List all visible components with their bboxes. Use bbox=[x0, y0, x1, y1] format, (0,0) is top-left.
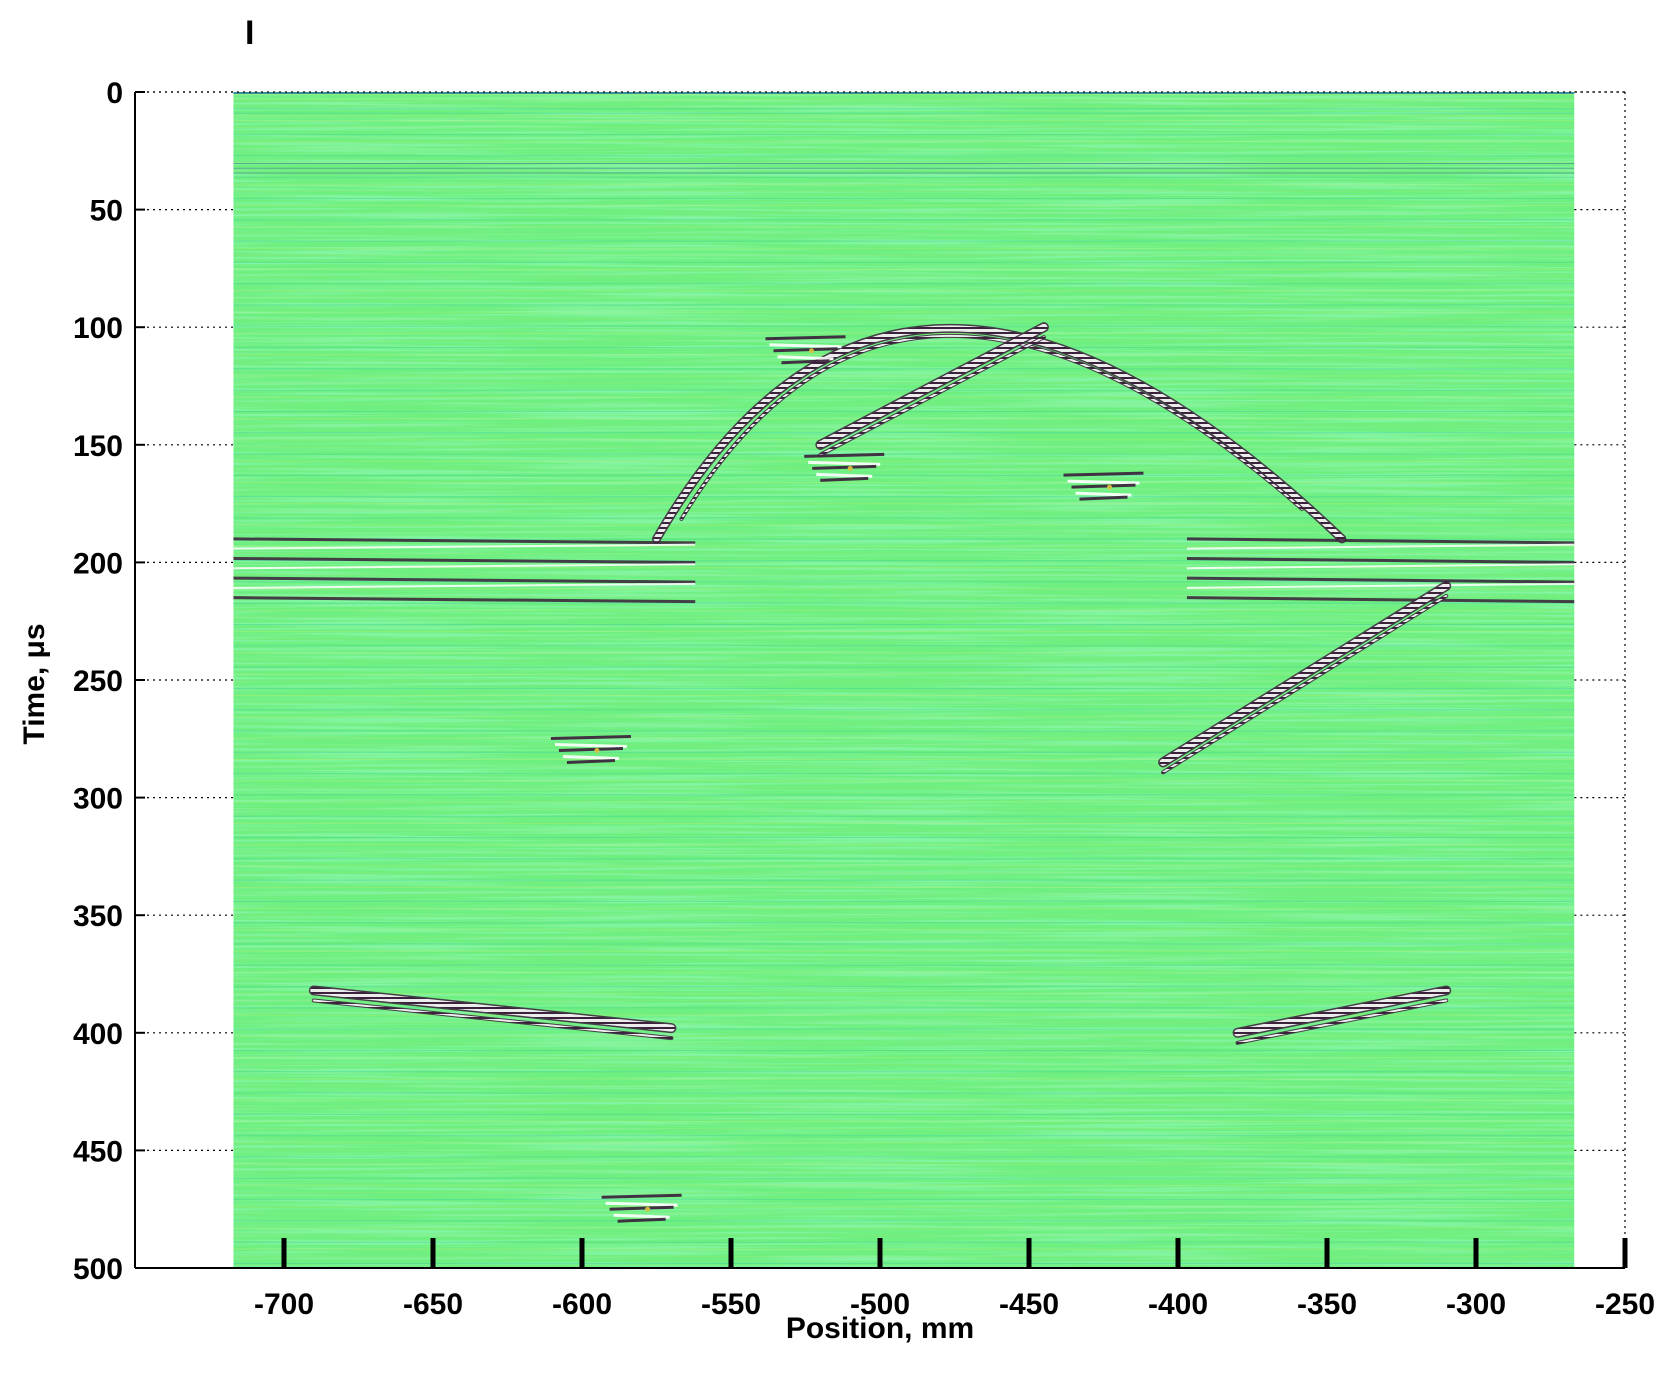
y-tick-label: 500 bbox=[73, 1253, 123, 1286]
flat-reflector-band bbox=[1186, 537, 1575, 604]
image-noise bbox=[233, 92, 1575, 1268]
scatter-cluster bbox=[601, 1193, 682, 1223]
y-tick-label: 450 bbox=[73, 1135, 123, 1168]
hyperbola-reflection-inner bbox=[679, 333, 1304, 521]
x-tick-label: -600 bbox=[552, 1288, 612, 1321]
dipping-reflector-echo bbox=[818, 335, 1046, 457]
scatter-cluster bbox=[550, 735, 631, 765]
dipping-reflector bbox=[1232, 985, 1452, 1038]
dipping-reflector-echo bbox=[1235, 998, 1449, 1045]
x-tick-label: -500 bbox=[850, 1288, 910, 1321]
x-tick-label: -350 bbox=[1297, 1288, 1357, 1321]
dipping-reflector-echo bbox=[311, 998, 674, 1041]
x-tick-label: -250 bbox=[1595, 1288, 1654, 1321]
x-tick-label: -450 bbox=[999, 1288, 1059, 1321]
hyperbola-reflection bbox=[652, 324, 1347, 544]
panel-label: I bbox=[245, 14, 254, 52]
x-tick-label: -300 bbox=[1446, 1288, 1506, 1321]
y-tick-label: 0 bbox=[106, 77, 123, 110]
scatter-cluster bbox=[1063, 471, 1144, 501]
x-tick-label: -550 bbox=[701, 1288, 761, 1321]
scatter-cluster bbox=[765, 335, 846, 365]
x-tick-label: -400 bbox=[1148, 1288, 1208, 1321]
flat-reflector-band bbox=[233, 537, 696, 604]
y-tick-label: 50 bbox=[90, 195, 123, 228]
dipping-reflector bbox=[1158, 580, 1452, 768]
dipping-reflector bbox=[815, 322, 1049, 450]
dipping-reflector-echo bbox=[1161, 593, 1449, 775]
y-tick-label: 350 bbox=[73, 900, 123, 933]
background-streaks bbox=[233, 92, 1575, 1264]
scatter-cluster bbox=[804, 452, 885, 482]
y-tick-label: 100 bbox=[73, 312, 123, 345]
y-tick-label: 400 bbox=[73, 1018, 123, 1051]
wavefield-image bbox=[233, 92, 1575, 1268]
x-tick-label: -650 bbox=[403, 1288, 463, 1321]
y-tick-label: 200 bbox=[73, 547, 123, 580]
y-tick-label: 250 bbox=[73, 665, 123, 698]
axes: 0 50 100 150 200 250 300 350 400 450 500 -700 -650 -6… bbox=[73, 77, 1654, 1321]
y-axis-title: Time, μs bbox=[18, 623, 51, 744]
x-axis-title: Position, mm bbox=[786, 1312, 974, 1345]
dipping-reflector bbox=[308, 985, 677, 1034]
y-tick-label: 300 bbox=[73, 783, 123, 816]
x-tick-label: -700 bbox=[254, 1288, 314, 1321]
y-tick-label: 150 bbox=[73, 430, 123, 463]
